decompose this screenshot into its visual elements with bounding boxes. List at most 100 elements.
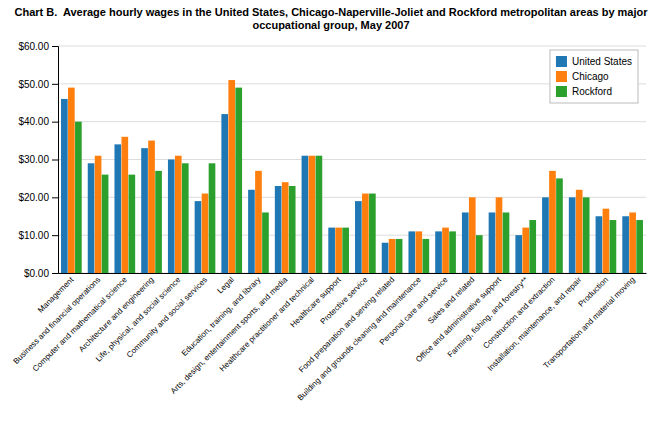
y-tick-label: $0.00	[24, 268, 49, 279]
bar	[476, 235, 483, 273]
bar	[583, 197, 590, 273]
bar	[88, 163, 95, 273]
x-tick: Building and grounds cleaning and mainte…	[296, 275, 424, 403]
bar	[202, 194, 209, 273]
bars	[61, 80, 643, 273]
x-tick: Food preparation and serving related	[297, 275, 396, 374]
bar	[221, 114, 228, 273]
bar	[515, 235, 522, 273]
bar	[68, 88, 75, 273]
bar	[415, 231, 422, 273]
legend-label: Chicago	[572, 71, 609, 82]
bar	[449, 231, 456, 273]
bar	[342, 228, 349, 273]
bar	[389, 239, 396, 273]
bar	[596, 216, 603, 273]
bar	[61, 99, 68, 273]
legend-item: Rockford	[556, 86, 612, 97]
x-axis-line	[59, 273, 647, 274]
bar-series	[68, 80, 636, 273]
y-tick-mark	[52, 197, 58, 198]
x-tick-label: Healthcare practitioner and technical	[218, 275, 316, 373]
bar	[95, 156, 102, 273]
bar	[396, 239, 403, 273]
y-tick: $10.00	[18, 230, 58, 241]
bar	[121, 137, 128, 273]
bar	[148, 141, 155, 273]
grid-line	[58, 121, 646, 122]
y-axis-line	[52, 47, 59, 274]
y-tick-mark	[52, 273, 58, 274]
legend: United States Chicago Rockford	[550, 50, 638, 103]
bar	[128, 175, 135, 273]
legend-item: Chicago	[556, 71, 609, 82]
bar	[175, 156, 182, 273]
y-tick-label: $10.00	[18, 230, 49, 241]
bar	[235, 88, 242, 273]
bar	[228, 80, 235, 273]
legend-swatch	[556, 86, 567, 97]
x-tick: Transportation and material moving	[542, 275, 637, 370]
y-tick: $60.00	[18, 41, 58, 52]
y-tick-label: $30.00	[18, 154, 49, 165]
legend-label: United States	[572, 56, 632, 67]
x-tick: Computer and mathematical science	[31, 275, 130, 374]
x-tick: Installation, maintenance, and repair	[486, 275, 584, 373]
bar	[576, 190, 583, 273]
bar	[248, 190, 255, 273]
bar	[168, 160, 175, 274]
bar	[469, 197, 476, 273]
bar	[195, 201, 202, 273]
bar	[209, 163, 216, 273]
bar	[622, 216, 629, 273]
y-tick: $50.00	[18, 79, 58, 90]
bar	[556, 178, 563, 273]
x-tick-label: Installation, maintenance, and repair	[486, 275, 584, 373]
bar	[435, 231, 442, 273]
bar	[369, 194, 376, 273]
bar	[302, 156, 309, 273]
bar-series	[61, 99, 629, 273]
y-tick-mark	[52, 160, 58, 161]
x-tick-label: Computer and mathematical science	[31, 275, 130, 374]
x-tick: Protective service	[318, 275, 369, 326]
y-tick-mark	[52, 235, 58, 236]
plot: $0.00 $10.00 $20.00 $30.00 $40.00 $50.00 $60.0…	[12, 41, 647, 403]
x-tick: Sales and related	[426, 275, 476, 325]
x-axis: ManagementBusiness and financial operati…	[12, 274, 647, 403]
bar	[549, 171, 556, 273]
grid-line	[58, 46, 646, 47]
x-tick-label: Arts, design, entertainment sports, and …	[169, 275, 290, 396]
x-tick-label: Transportation and material moving	[542, 275, 637, 370]
x-tick-label: Legal	[216, 275, 236, 295]
title-line: Chart B. Average hourly wages in the Uni…	[14, 6, 648, 18]
y-tick-label: $20.00	[18, 192, 49, 203]
legend-swatch	[556, 71, 567, 82]
bar	[603, 209, 610, 273]
y-tick-label: $40.00	[18, 116, 49, 127]
x-tick-label: Protective service	[318, 275, 369, 326]
y-tick: $30.00	[18, 154, 58, 165]
bar	[316, 156, 323, 273]
x-tick: Healthcare practitioner and technical	[218, 275, 316, 373]
bar	[289, 186, 296, 273]
legend-frame	[550, 50, 638, 103]
bar	[262, 212, 269, 273]
bar	[309, 156, 316, 273]
bar	[529, 220, 536, 273]
bar	[408, 231, 415, 273]
bar-series	[75, 88, 643, 273]
bar	[610, 220, 617, 273]
bar	[355, 201, 362, 273]
bar	[382, 243, 389, 273]
x-tick: Legal	[216, 275, 236, 295]
bar	[462, 212, 469, 273]
y-tick: $40.00	[18, 116, 58, 127]
bar	[75, 122, 82, 273]
title-line: occupational group, May 2007	[252, 19, 409, 31]
bar	[629, 212, 636, 273]
bar	[114, 144, 121, 273]
bar	[362, 194, 369, 273]
bar	[328, 228, 335, 273]
bar	[275, 186, 282, 273]
